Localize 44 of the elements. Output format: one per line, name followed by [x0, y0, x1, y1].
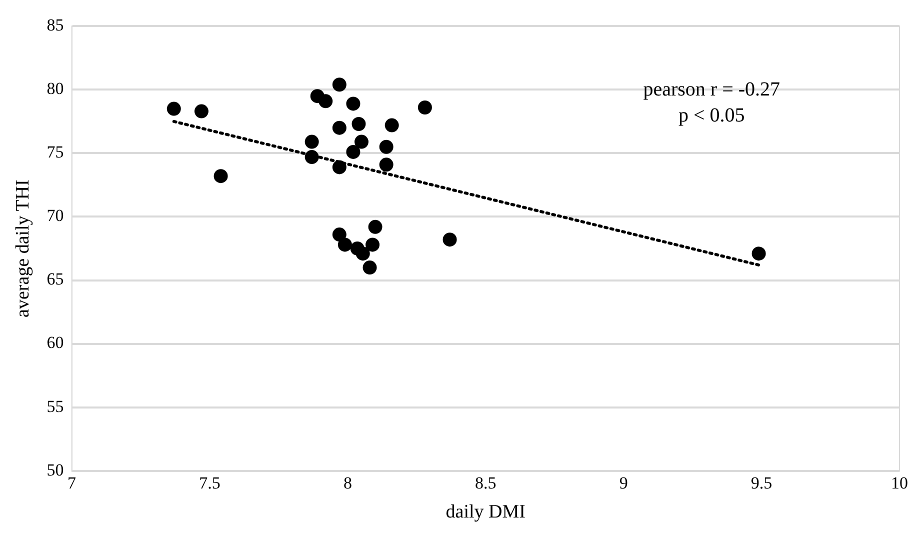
- point: [368, 220, 382, 234]
- point: [332, 78, 346, 92]
- y-tick-label: 55: [46, 396, 64, 416]
- point: [418, 100, 432, 114]
- point: [352, 117, 366, 132]
- x-tick-label: 8.5: [475, 473, 496, 492]
- point: [304, 134, 319, 149]
- y-tick-label: 75: [46, 142, 64, 162]
- point: [379, 158, 394, 172]
- y-tick-label: 50: [46, 460, 64, 480]
- point: [442, 232, 457, 247]
- point: [166, 102, 181, 116]
- point: [214, 169, 228, 184]
- x-tick-label: 9: [619, 473, 628, 492]
- point: [332, 160, 346, 174]
- y-tick-label: 80: [46, 79, 64, 98]
- point: [338, 238, 352, 252]
- point: [366, 238, 380, 252]
- point: [304, 150, 319, 164]
- y-tick-label: 65: [46, 270, 64, 289]
- annotation: p < 0.05: [678, 104, 745, 126]
- annotation: pearson r = -0.27: [643, 78, 780, 100]
- point: [752, 246, 766, 261]
- point: [332, 120, 346, 135]
- y-tick-label: 60: [46, 333, 64, 352]
- point: [384, 118, 399, 132]
- x-tick-label: 7: [68, 473, 77, 492]
- y-axis-title: average daily THI: [12, 180, 34, 318]
- y-tick-label: 70: [46, 206, 64, 226]
- x-tick-label: 10: [891, 473, 908, 492]
- point: [346, 144, 360, 159]
- x-tick-label: 8: [343, 473, 352, 492]
- point: [379, 140, 394, 154]
- point: [318, 94, 333, 108]
- x-tick-label: 7.5: [199, 473, 220, 492]
- y-tick-label: 85: [46, 16, 64, 35]
- point: [332, 228, 346, 242]
- point: [356, 246, 370, 261]
- x-axis-title: daily DMI: [446, 502, 526, 523]
- x-tick-label: 9.5: [750, 473, 772, 492]
- point: [362, 260, 377, 275]
- point: [194, 104, 208, 118]
- point: [346, 96, 360, 111]
- point: [354, 134, 368, 149]
